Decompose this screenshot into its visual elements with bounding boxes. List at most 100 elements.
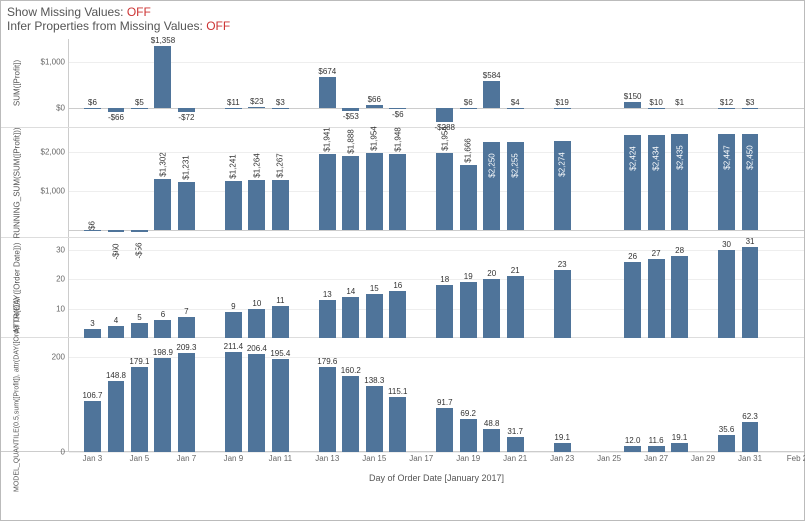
bar-label: 11 <box>276 296 284 305</box>
bar-label: $3 <box>276 98 285 107</box>
bar <box>225 108 242 109</box>
header-line-2: Infer Properties from Missing Values: OF… <box>7 19 798 33</box>
bar-label: $2,274 <box>558 152 567 176</box>
bar-label: $2,250 <box>487 153 496 177</box>
bar-label: 16 <box>393 281 402 290</box>
bar <box>366 294 383 338</box>
bar-label: $6 <box>464 98 473 107</box>
bar <box>554 443 571 452</box>
bar <box>84 329 101 338</box>
bar-label: -$6 <box>392 110 404 119</box>
bar <box>671 256 688 338</box>
xtick: Jan 9 <box>224 454 244 463</box>
bar-label: 115.1 <box>388 387 407 396</box>
bar <box>319 154 336 230</box>
bar-label: 106.7 <box>82 391 102 400</box>
bar-label: $1,888 <box>346 129 355 153</box>
bar <box>742 422 759 452</box>
bar <box>624 102 641 109</box>
bar-label: 15 <box>370 284 379 293</box>
bar-label: $2,450 <box>746 145 755 169</box>
bar <box>319 367 336 452</box>
bar-label: $1,941 <box>323 127 332 151</box>
bar-label: -$53 <box>343 112 359 121</box>
bar-label: 9 <box>231 302 235 311</box>
bar-label: 7 <box>184 307 188 316</box>
xtick: Jan 31 <box>738 454 762 463</box>
xtick: Feb 2 <box>787 454 805 463</box>
bar <box>248 354 265 452</box>
xtick: Jan 29 <box>691 454 715 463</box>
bar-label: 20 <box>487 269 496 278</box>
bar-label: 6 <box>161 310 165 319</box>
bar-label: 27 <box>652 249 661 258</box>
chart-row-model_quantile: MODEL_QUANTILE(0.5,sum([Profit]), attr(D… <box>1 337 804 451</box>
bar <box>154 46 171 109</box>
xaxis-row: Jan 3Jan 5Jan 7Jan 9Jan 11Jan 13Jan 15Ja… <box>1 451 804 485</box>
bar-label: $6 <box>88 221 97 230</box>
plot-area: 34567910111314151618192021232627283031 <box>69 238 804 337</box>
bar-label: $2,434 <box>652 146 661 170</box>
charts-container: SUM([Profit])$0$1,000$6-$66$5$1,358-$72$… <box>1 39 804 520</box>
bar <box>319 300 336 338</box>
bar <box>178 108 195 111</box>
bar <box>272 306 289 338</box>
bar <box>624 262 641 338</box>
bar <box>718 250 735 338</box>
yticks-col: $1,000$2,000 <box>33 128 69 237</box>
bar <box>436 153 453 230</box>
bar-label: 19.1 <box>554 433 570 442</box>
bar-label: 62.3 <box>742 412 758 421</box>
bar <box>248 180 265 230</box>
bar-label: $1,358 <box>151 36 175 45</box>
bar-label: 21 <box>511 266 520 275</box>
bar-label: $5 <box>135 98 144 107</box>
bar <box>389 397 406 452</box>
bar <box>718 435 735 452</box>
bar <box>436 108 453 121</box>
xtick: Jan 17 <box>409 454 433 463</box>
xaxis-label: Day of Order Date [January 2017] <box>369 473 504 483</box>
chart-row-attr_day: ATTR(DAY([Order Date]))10203034567910111… <box>1 237 804 337</box>
grid-line <box>69 279 804 280</box>
bar-label: 195.4 <box>270 349 290 358</box>
ytick: 10 <box>56 304 65 313</box>
bar-label: $2,424 <box>628 146 637 170</box>
plot-area: $6-$66$5$1,358-$72$11$23$3$674-$53$66-$6… <box>69 39 804 127</box>
yticks-col: 102030 <box>33 238 69 337</box>
bar <box>436 408 453 452</box>
bar-label: $1 <box>675 98 684 107</box>
bar <box>718 108 735 109</box>
bar <box>319 77 336 108</box>
bar <box>178 353 195 452</box>
bar-label: $1,264 <box>252 154 261 178</box>
bar-label: $2,255 <box>511 153 520 177</box>
bar <box>154 358 171 452</box>
bar-label: $11 <box>227 98 240 107</box>
bar <box>366 105 383 108</box>
ytick: 200 <box>52 353 65 362</box>
header-2-value: OFF <box>206 19 230 33</box>
bar <box>483 81 500 108</box>
bar <box>154 179 171 230</box>
xtick: Jan 25 <box>597 454 621 463</box>
bar <box>554 270 571 338</box>
bar-label: $1,954 <box>370 127 379 151</box>
plot-area: $6-$60-$56$1,302$1,231$1,241$1,264$1,267… <box>69 128 804 237</box>
bar <box>248 309 265 338</box>
bar-label: $1,267 <box>276 154 285 178</box>
bar <box>342 108 359 110</box>
bar-label: $10 <box>649 98 662 107</box>
header-1-prefix: Show Missing Values: <box>7 5 127 19</box>
header-1-value: OFF <box>127 5 151 19</box>
ytick: $1,000 <box>41 58 65 67</box>
grid-line <box>69 250 804 251</box>
bar-label: 12.0 <box>625 436 641 445</box>
xaxis-plot: Jan 3Jan 5Jan 7Jan 9Jan 11Jan 13Jan 15Ja… <box>69 452 804 485</box>
bar-label: $1,666 <box>464 138 473 162</box>
xtick: Jan 13 <box>315 454 339 463</box>
bar-label: 198.9 <box>153 348 173 357</box>
xtick: Jan 27 <box>644 454 668 463</box>
bar-label: 148.8 <box>106 371 126 380</box>
bar <box>84 401 101 452</box>
